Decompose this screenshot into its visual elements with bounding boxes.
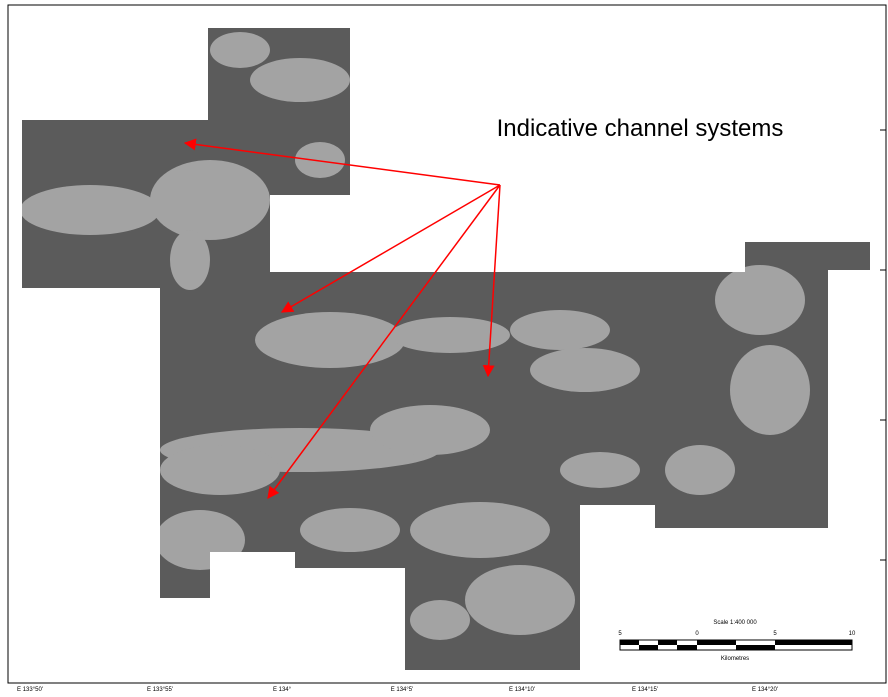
x-coordinate-label: E 134° bbox=[273, 687, 292, 693]
frame-ticks bbox=[880, 129, 886, 561]
annotation: Indicative channel systems bbox=[497, 115, 784, 142]
x-coordinate-label: E 134°20' bbox=[752, 687, 778, 693]
x-coordinate-label: E 134°15' bbox=[632, 687, 658, 693]
scale-label: 10 bbox=[849, 631, 856, 637]
scale-unit: Kilometres bbox=[721, 656, 749, 662]
x-coordinate-label: E 134°5' bbox=[391, 687, 414, 693]
scale-label: 5 bbox=[618, 631, 622, 637]
arrows bbox=[183, 138, 501, 499]
x-coordinate-label: E 134°10' bbox=[509, 687, 535, 693]
scale-label: 0 bbox=[695, 631, 699, 637]
x-coordinate-label: E 133°55' bbox=[147, 687, 173, 693]
scale-bar: Scale 1:400 000 Kilometres 5 0 5 10 bbox=[618, 620, 856, 662]
x-coordinate-label: E 133°50' bbox=[17, 687, 43, 693]
map-frame bbox=[7, 4, 887, 684]
scale-title: Scale 1:400 000 bbox=[713, 620, 757, 626]
scale-label: 5 bbox=[773, 631, 777, 637]
